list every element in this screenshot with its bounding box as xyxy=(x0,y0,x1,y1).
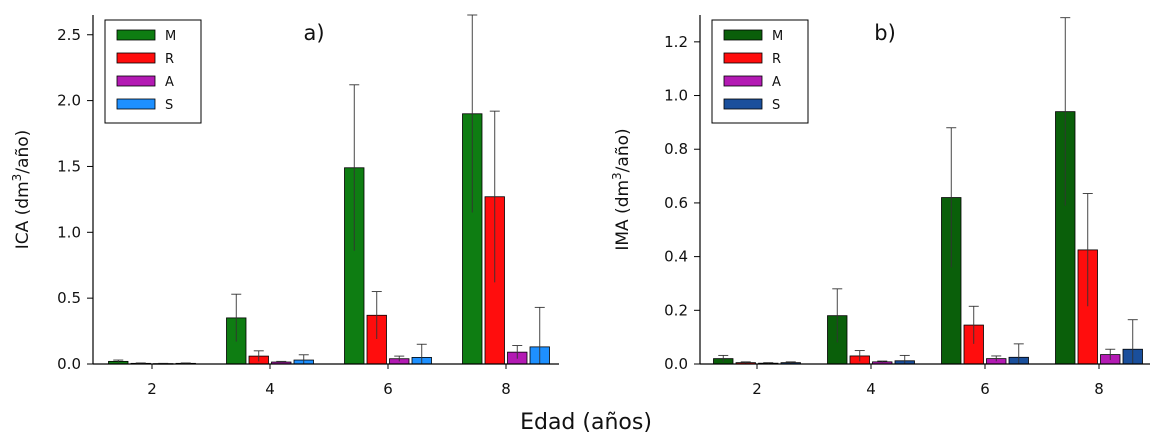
chart-panel-a: 2 4 6 8 0.0 0.5 1.0 1.5 2.0 2.5 ICA (dm3/año) a) MRA… xyxy=(10,14,559,398)
legend-swatch-A xyxy=(116,75,156,87)
y-tick-label-0.0: 0.0 xyxy=(664,355,688,373)
y-tick-label-2.0: 2.0 xyxy=(57,92,81,110)
x-tick-label-8: 8 xyxy=(1094,380,1104,398)
y-axis-label: IMA (dm3/año) xyxy=(610,128,633,250)
x-tick-label-4: 4 xyxy=(265,380,275,398)
y-axis-label-superscript: 3 xyxy=(610,172,624,180)
x-tick-label-6: 6 xyxy=(383,380,393,398)
legend-label-S: S xyxy=(165,98,173,113)
panel-label: b) xyxy=(874,21,896,45)
legend-swatch-R xyxy=(116,52,156,64)
y-tick-label-0.8: 0.8 xyxy=(664,140,688,158)
x-tick-label-2: 2 xyxy=(752,380,762,398)
y-tick-label-0.0: 0.0 xyxy=(57,355,81,373)
legend-label-M: M xyxy=(165,29,176,44)
legend-label-R: R xyxy=(165,52,174,67)
y-tick-label-1.0: 1.0 xyxy=(664,87,688,105)
x-tick-label-8: 8 xyxy=(501,380,511,398)
x-tick-label-6: 6 xyxy=(980,380,990,398)
legend-label-A: A xyxy=(772,75,781,90)
legend-label-A: A xyxy=(165,75,174,90)
y-axis-label-unit: /año) xyxy=(13,130,33,174)
x-tick-label-2: 2 xyxy=(147,380,157,398)
y-tick-label-1.5: 1.5 xyxy=(57,157,81,175)
y-axis-label-unit: /año) xyxy=(613,128,633,172)
legend-swatch-A xyxy=(723,75,763,87)
legend-swatch-S xyxy=(116,98,156,110)
y-axis-label: ICA (dm3/año) xyxy=(10,130,33,250)
y-tick-label-2.5: 2.5 xyxy=(57,26,81,44)
y-axis-label-text: IMA (dm xyxy=(613,180,633,251)
x-tick-label-4: 4 xyxy=(866,380,876,398)
shared-x-axis-label: Edad (años) xyxy=(520,410,652,435)
y-tick-label-0.2: 0.2 xyxy=(664,301,688,319)
chart-panel-b: 2 4 6 8 0.0 0.2 0.4 0.6 0.8 1.0 1.2 IMA (dm3/año) b)… xyxy=(610,15,1150,398)
y-tick-label-1.2: 1.2 xyxy=(664,33,688,51)
y-axis-label-superscript: 3 xyxy=(10,174,24,182)
legend-swatch-M xyxy=(116,29,156,41)
legend-swatch-R xyxy=(723,52,763,64)
legend-label-S: S xyxy=(772,98,780,113)
legend-swatch-S xyxy=(723,98,763,110)
legend-swatch-M xyxy=(723,29,763,41)
panel-label: a) xyxy=(303,21,324,45)
y-axis-label-text: ICA (dm xyxy=(13,181,33,249)
y-tick-label-0.5: 0.5 xyxy=(57,289,81,307)
legend-label-R: R xyxy=(772,52,781,67)
y-tick-label-0.6: 0.6 xyxy=(664,194,688,212)
legend-label-M: M xyxy=(772,29,783,44)
y-tick-label-0.4: 0.4 xyxy=(664,248,688,266)
y-tick-label-1.0: 1.0 xyxy=(57,223,81,241)
